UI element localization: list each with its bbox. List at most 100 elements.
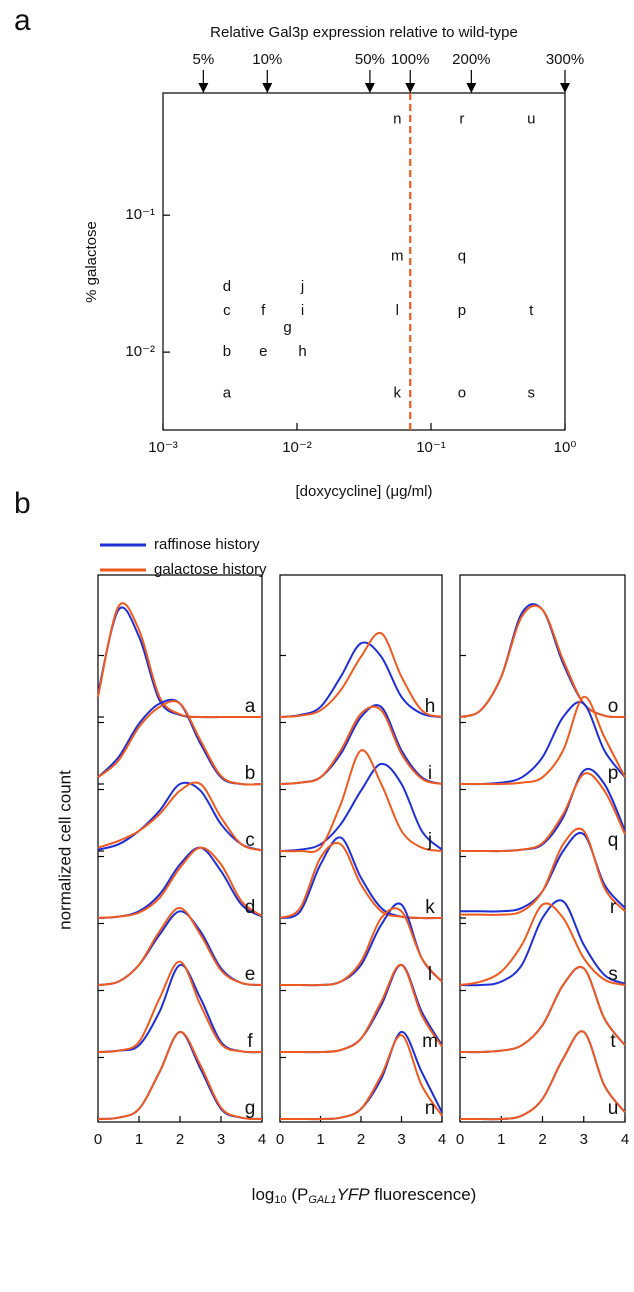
label-part: (P — [287, 1185, 309, 1204]
x-tick-label: 3 — [580, 1131, 588, 1148]
arrow-head — [466, 83, 477, 93]
x-tick-label: 0 — [276, 1131, 284, 1148]
x-tick-label: 0 — [94, 1131, 102, 1148]
density-curve — [97, 781, 263, 852]
point-label: h — [298, 343, 306, 360]
density-curve — [97, 1030, 263, 1120]
curve-label: f — [247, 1031, 253, 1052]
density-curve — [280, 963, 443, 1054]
point-label: s — [528, 384, 536, 401]
curve-label: k — [425, 897, 435, 918]
curve-label: c — [245, 830, 255, 851]
density-curve — [279, 1034, 443, 1121]
density-curve — [97, 846, 263, 919]
curve-label: g — [245, 1098, 256, 1119]
density-curve — [459, 1030, 626, 1121]
x-tick-label: 10⁻¹ — [416, 439, 446, 456]
curve-label: o — [608, 696, 619, 717]
x-axis-label: [doxycycline] (μg/ml) — [295, 483, 432, 500]
top-tick-label: 10% — [252, 51, 282, 68]
density-curve — [460, 827, 626, 916]
curve-label: s — [608, 964, 618, 985]
density-curve — [459, 902, 626, 986]
point-label: o — [458, 384, 466, 401]
plot-frame — [162, 92, 566, 431]
density-curve — [280, 907, 443, 987]
density-curve — [97, 960, 263, 1054]
curve-label: b — [245, 763, 256, 784]
arrow-head — [405, 83, 416, 93]
density-curve — [460, 695, 626, 786]
x-tick-label: 10⁰ — [554, 439, 577, 456]
x-tick-label: 4 — [438, 1131, 446, 1148]
point-label: d — [223, 278, 231, 295]
x-tick-label: 3 — [397, 1131, 405, 1148]
density-curve — [279, 705, 443, 785]
point-label: u — [527, 110, 535, 127]
top-tick-label: 50% — [355, 51, 385, 68]
density-curve — [279, 762, 443, 852]
curve-label: a — [245, 696, 256, 717]
density-curve — [279, 749, 443, 854]
point-label: c — [223, 302, 231, 319]
top-tick-label: 300% — [546, 51, 584, 68]
density-curve — [97, 602, 262, 719]
point-label: p — [458, 302, 466, 319]
point-label: g — [283, 319, 291, 336]
y-tick-label: 10⁻¹ — [125, 206, 155, 223]
point-label: a — [223, 384, 232, 401]
arrow-head — [364, 83, 375, 93]
x-tick-label: 10⁻³ — [148, 439, 178, 456]
x-tick-label: 2 — [357, 1131, 365, 1148]
density-curve — [460, 772, 626, 853]
arrow-head — [262, 83, 273, 93]
curve-label: t — [610, 1031, 616, 1052]
curve-label: n — [425, 1098, 436, 1119]
point-label: i — [301, 302, 304, 319]
label-part: fluorescence) — [370, 1185, 477, 1204]
x-tick-label: 0 — [456, 1131, 464, 1148]
point-label: k — [394, 384, 402, 401]
x-tick-label: 4 — [621, 1131, 629, 1148]
point-label: j — [300, 278, 304, 295]
x-tick-label: 4 — [258, 1131, 266, 1148]
point-label: b — [223, 343, 231, 360]
top-tick-label: 200% — [452, 51, 490, 68]
curve-label: e — [245, 964, 256, 985]
y-axis-label: normalized cell count — [55, 770, 74, 930]
label-part: 10 — [274, 1194, 286, 1206]
curve-label: i — [428, 763, 432, 784]
x-axis-label: log10 (PGAL1YFP fluorescence) — [252, 1185, 477, 1205]
x-tick-label: 1 — [135, 1131, 143, 1148]
x-tick-label: 1 — [497, 1131, 505, 1148]
point-label: f — [261, 302, 266, 319]
top-tick-label: 5% — [192, 51, 214, 68]
x-tick-label: 2 — [538, 1131, 546, 1148]
density-curve — [97, 700, 263, 786]
panel-label: b — [14, 487, 31, 520]
y-axis-label: % galactose — [83, 221, 100, 303]
point-label: l — [396, 302, 399, 319]
point-label: q — [458, 247, 466, 264]
curve-label: j — [427, 830, 432, 851]
point-label: e — [259, 343, 267, 360]
x-tick-label: 3 — [217, 1131, 225, 1148]
density-curve — [459, 604, 626, 719]
y-tick-label: 10⁻² — [125, 343, 155, 360]
label-part: YFP — [336, 1185, 370, 1204]
density-curve — [459, 899, 626, 987]
point-label: m — [391, 247, 404, 264]
label-part: log — [252, 1185, 275, 1204]
point-label: n — [393, 110, 401, 127]
curve-label: m — [422, 1031, 438, 1052]
curve-label: r — [610, 897, 617, 918]
panel-label: a — [14, 4, 31, 37]
top-tick-label: 100% — [391, 51, 429, 68]
arrow-head — [560, 83, 570, 93]
curve-label: l — [428, 964, 432, 985]
x-tick-label: 2 — [176, 1131, 184, 1148]
label-part: GAL1 — [308, 1194, 336, 1206]
curve-label: d — [245, 897, 256, 918]
density-curve — [97, 906, 263, 986]
